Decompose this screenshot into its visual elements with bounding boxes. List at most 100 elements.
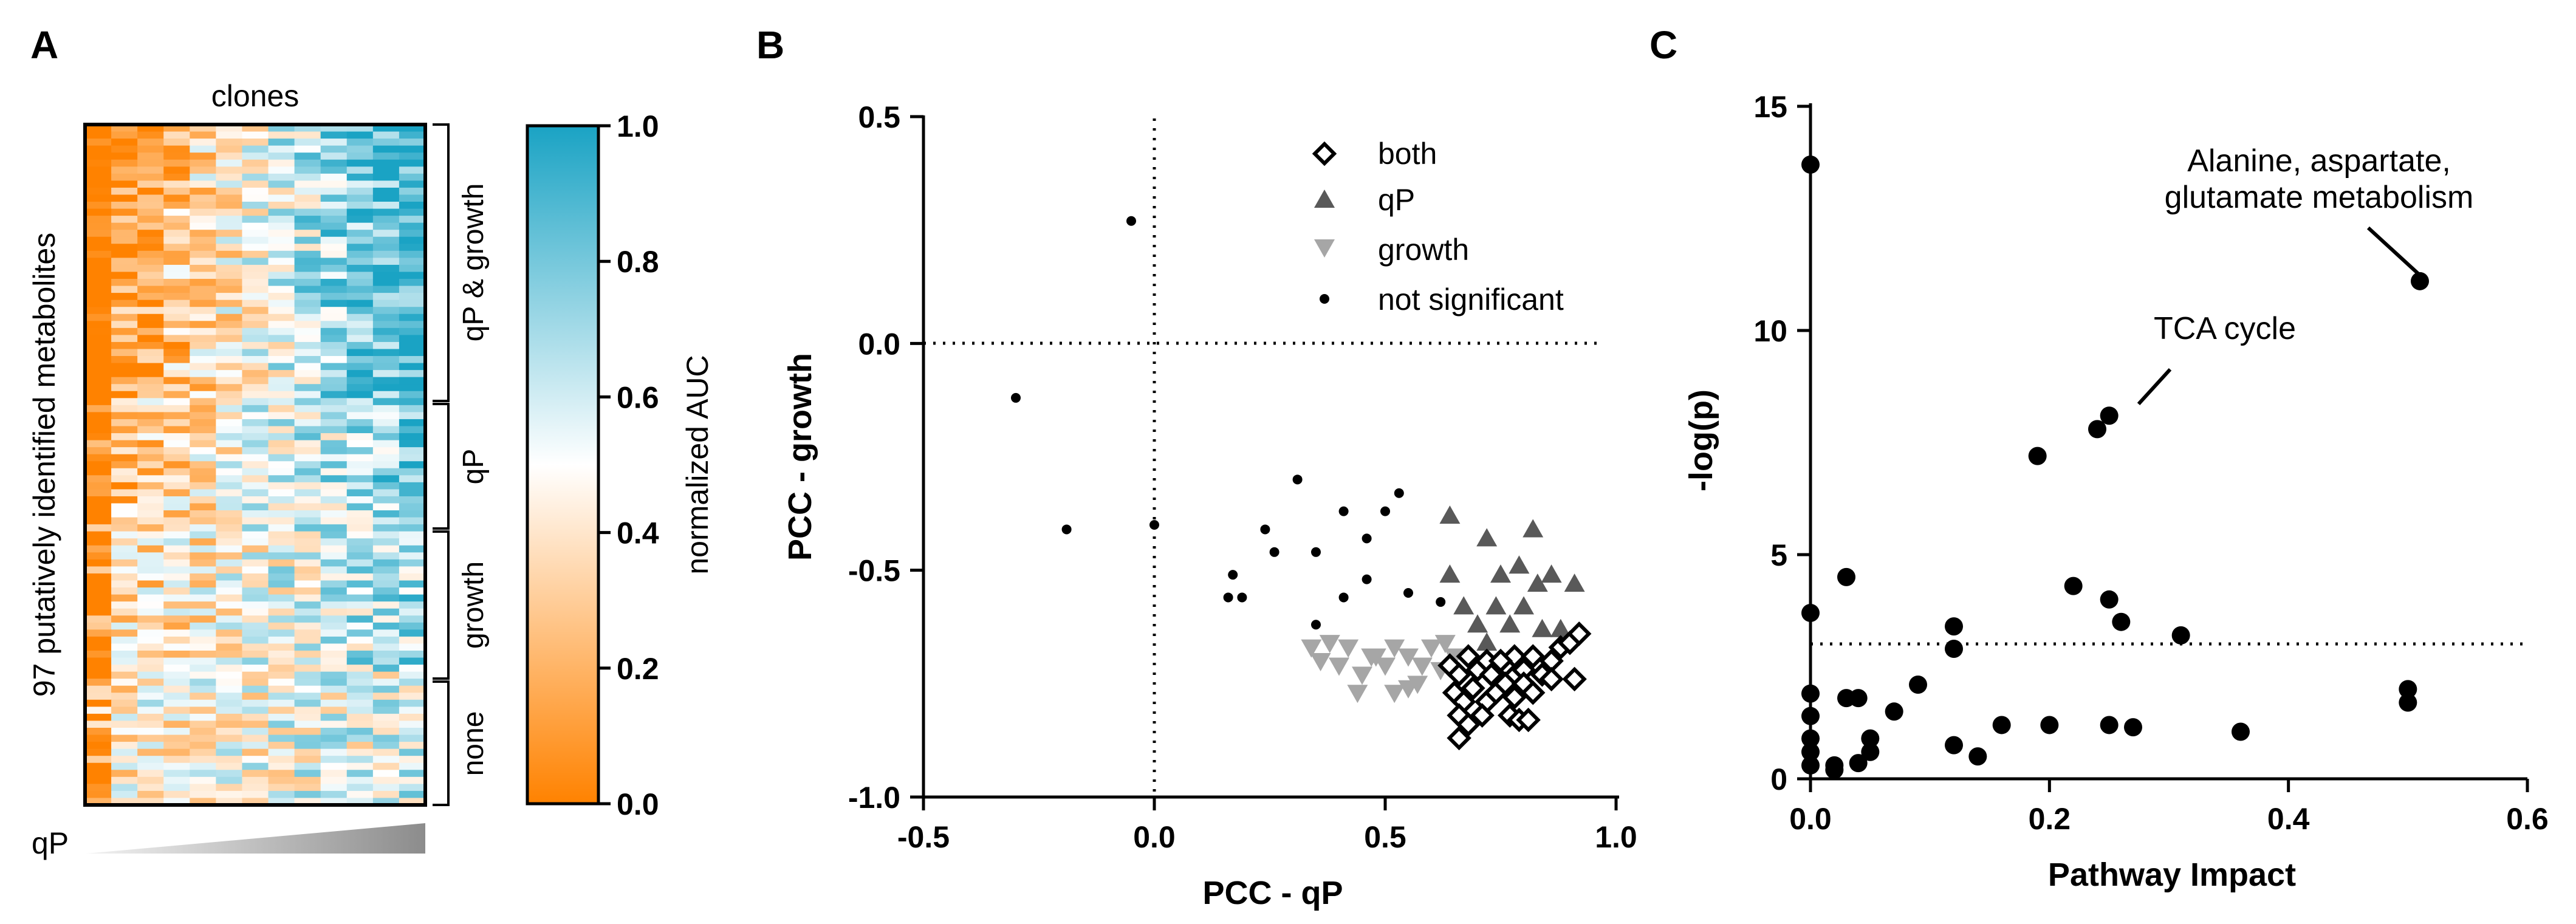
heatmap-cell xyxy=(294,145,321,153)
heatmap-cell xyxy=(137,538,164,546)
heatmap-cell xyxy=(372,349,400,357)
heatmap-cell xyxy=(111,202,138,210)
heatmap-cell xyxy=(346,713,374,722)
heatmap-cell xyxy=(137,784,164,792)
heatmap-cell xyxy=(163,391,190,399)
heatmap-cell xyxy=(85,707,112,714)
heatmap-cell xyxy=(268,279,295,287)
heatmap-cell xyxy=(137,601,164,609)
heatmap-cell xyxy=(294,341,321,350)
heatmap-cell xyxy=(268,222,295,230)
heatmap-cell xyxy=(163,671,190,679)
heatmap-cell xyxy=(346,552,374,560)
heatmap-cell xyxy=(372,335,400,343)
heatmap-cell xyxy=(163,643,190,651)
heatmap-cell xyxy=(163,222,190,230)
heatmap-cell xyxy=(216,454,243,462)
heatmap-cell xyxy=(111,356,138,364)
heatmap-cell xyxy=(320,293,348,301)
b-point-both xyxy=(1502,685,1527,710)
heatmap-cell xyxy=(268,790,295,799)
heatmap-cell xyxy=(216,713,243,722)
heatmap-cell xyxy=(216,202,243,210)
heatmap-cell xyxy=(268,601,295,609)
heatmap-cell xyxy=(137,693,164,700)
heatmap-cell xyxy=(372,468,400,476)
b-point-not-significant xyxy=(1149,520,1159,530)
heatmap-cell xyxy=(190,748,216,756)
heatmap-cell xyxy=(346,665,374,672)
heatmap-cell xyxy=(111,299,138,307)
heatmap-cell xyxy=(137,776,164,784)
heatmap-cell xyxy=(242,707,269,714)
heatmap-cell xyxy=(372,693,400,700)
heatmap-cell xyxy=(268,349,295,357)
heatmap-cell xyxy=(399,566,426,574)
heatmap-cell xyxy=(399,622,426,630)
heatmap-cell xyxy=(216,756,243,764)
heatmap-cell xyxy=(242,433,269,441)
heatmap-cell xyxy=(268,713,295,722)
heatmap-cell xyxy=(320,601,348,609)
heatmap-cell xyxy=(320,405,348,413)
heatmap-cell xyxy=(268,573,295,581)
heatmap-cell xyxy=(111,286,138,293)
heatmap-cell xyxy=(111,139,138,146)
heatmap-cell xyxy=(137,756,164,764)
heatmap-cell xyxy=(346,580,374,588)
heatmap-cell xyxy=(190,356,216,364)
heatmap-cell xyxy=(242,426,269,434)
heatmap-cell xyxy=(346,531,374,539)
heatmap-cell xyxy=(346,216,374,224)
heatmap-cell xyxy=(137,187,164,196)
heatmap-cell xyxy=(346,264,374,273)
heatmap-cell xyxy=(320,594,348,602)
heatmap-cell xyxy=(372,391,400,399)
heatmap-cell xyxy=(346,299,374,307)
heatmap-cell xyxy=(85,258,112,265)
axis-b-x: -0.5 0.0 0.5 1.0 PCC - qP xyxy=(897,795,1637,911)
heatmap-cell xyxy=(372,286,400,293)
heatmap-cell xyxy=(294,258,321,265)
heatmap-cell xyxy=(242,187,269,196)
heatmap-cell xyxy=(268,742,295,750)
heatmap-cell xyxy=(137,194,164,202)
heatmap-cell xyxy=(372,363,400,371)
heatmap-cell xyxy=(268,545,295,553)
heatmap-cell xyxy=(242,145,269,153)
heatmap-cell xyxy=(85,250,112,258)
heatmap-cell xyxy=(242,125,269,132)
heatmap-cell xyxy=(137,166,164,174)
heatmap-cell xyxy=(190,776,216,784)
heatmap-cell xyxy=(294,650,321,659)
heatmap-cell xyxy=(372,180,400,188)
heatmap-cell xyxy=(163,629,190,637)
heatmap-cell xyxy=(399,776,426,784)
heatmap-cell xyxy=(190,643,216,651)
heatmap-cell xyxy=(320,608,348,616)
heatmap-cell xyxy=(190,545,216,553)
heatmap-cell xyxy=(372,216,400,224)
b-point-not-significant xyxy=(1362,574,1372,584)
heatmap-cell xyxy=(320,370,348,378)
heatmap-cell xyxy=(242,461,269,469)
heatmap-cell xyxy=(216,608,243,616)
heatmap-cell xyxy=(111,307,138,315)
heatmap-cell xyxy=(268,665,295,672)
heatmap-cell xyxy=(294,454,321,462)
heatmap-cell xyxy=(294,335,321,343)
heatmap-cell xyxy=(294,679,321,686)
heatmap-cell xyxy=(242,307,269,315)
b-point-not-significant xyxy=(1436,597,1446,607)
heatmap-cell xyxy=(190,327,216,335)
heatmap-cell xyxy=(320,693,348,700)
c-y-ticks: 15 10 5 0 xyxy=(1753,90,1810,796)
heatmap-cell xyxy=(137,762,164,770)
heatmap-cell xyxy=(137,629,164,637)
heatmap-cell xyxy=(85,405,112,413)
heatmap-cell xyxy=(216,447,243,455)
heatmap-cell xyxy=(372,770,400,778)
heatmap-cell xyxy=(137,454,164,462)
heatmap-cell xyxy=(372,776,400,784)
heatmap-cell xyxy=(399,398,426,406)
